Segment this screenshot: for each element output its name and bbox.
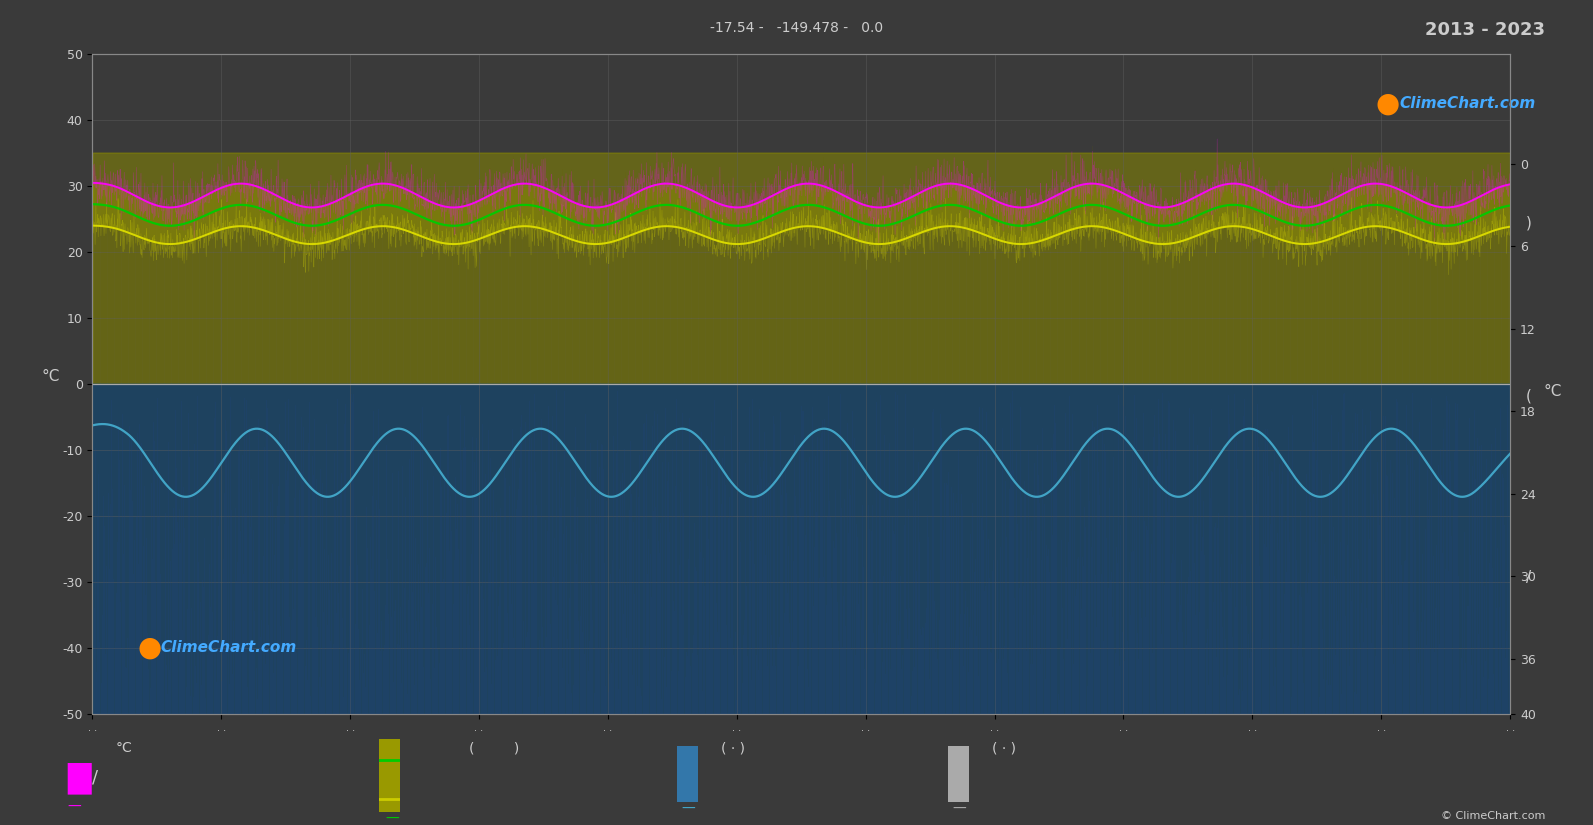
Text: ): ) (1526, 215, 1532, 230)
Text: █: █ (67, 762, 91, 794)
Text: /: / (1526, 570, 1531, 585)
Text: ●: ● (1375, 89, 1400, 117)
Text: (         ): ( ) (468, 742, 519, 756)
Text: —: — (386, 812, 400, 825)
Text: /: / (92, 769, 99, 787)
Text: 2013 - 2023: 2013 - 2023 (1426, 21, 1545, 39)
Text: —: — (953, 802, 967, 815)
Text: ClimeChart.com: ClimeChart.com (1400, 96, 1536, 111)
Text: ClimeChart.com: ClimeChart.com (161, 640, 296, 655)
Text: ●: ● (137, 634, 162, 662)
Text: ( · ): ( · ) (720, 742, 746, 756)
Text: —: — (67, 800, 81, 813)
Y-axis label: °C: °C (41, 369, 61, 384)
Text: —: — (682, 802, 696, 815)
Text: ( · ): ( · ) (991, 742, 1016, 756)
Text: °C: °C (116, 742, 132, 756)
Text: © ClimeChart.com: © ClimeChart.com (1440, 811, 1545, 821)
Y-axis label: °C: °C (1544, 384, 1561, 398)
Text: -17.54 -   -149.478 -   0.0: -17.54 - -149.478 - 0.0 (710, 21, 883, 35)
Text: (: ( (1526, 389, 1532, 403)
